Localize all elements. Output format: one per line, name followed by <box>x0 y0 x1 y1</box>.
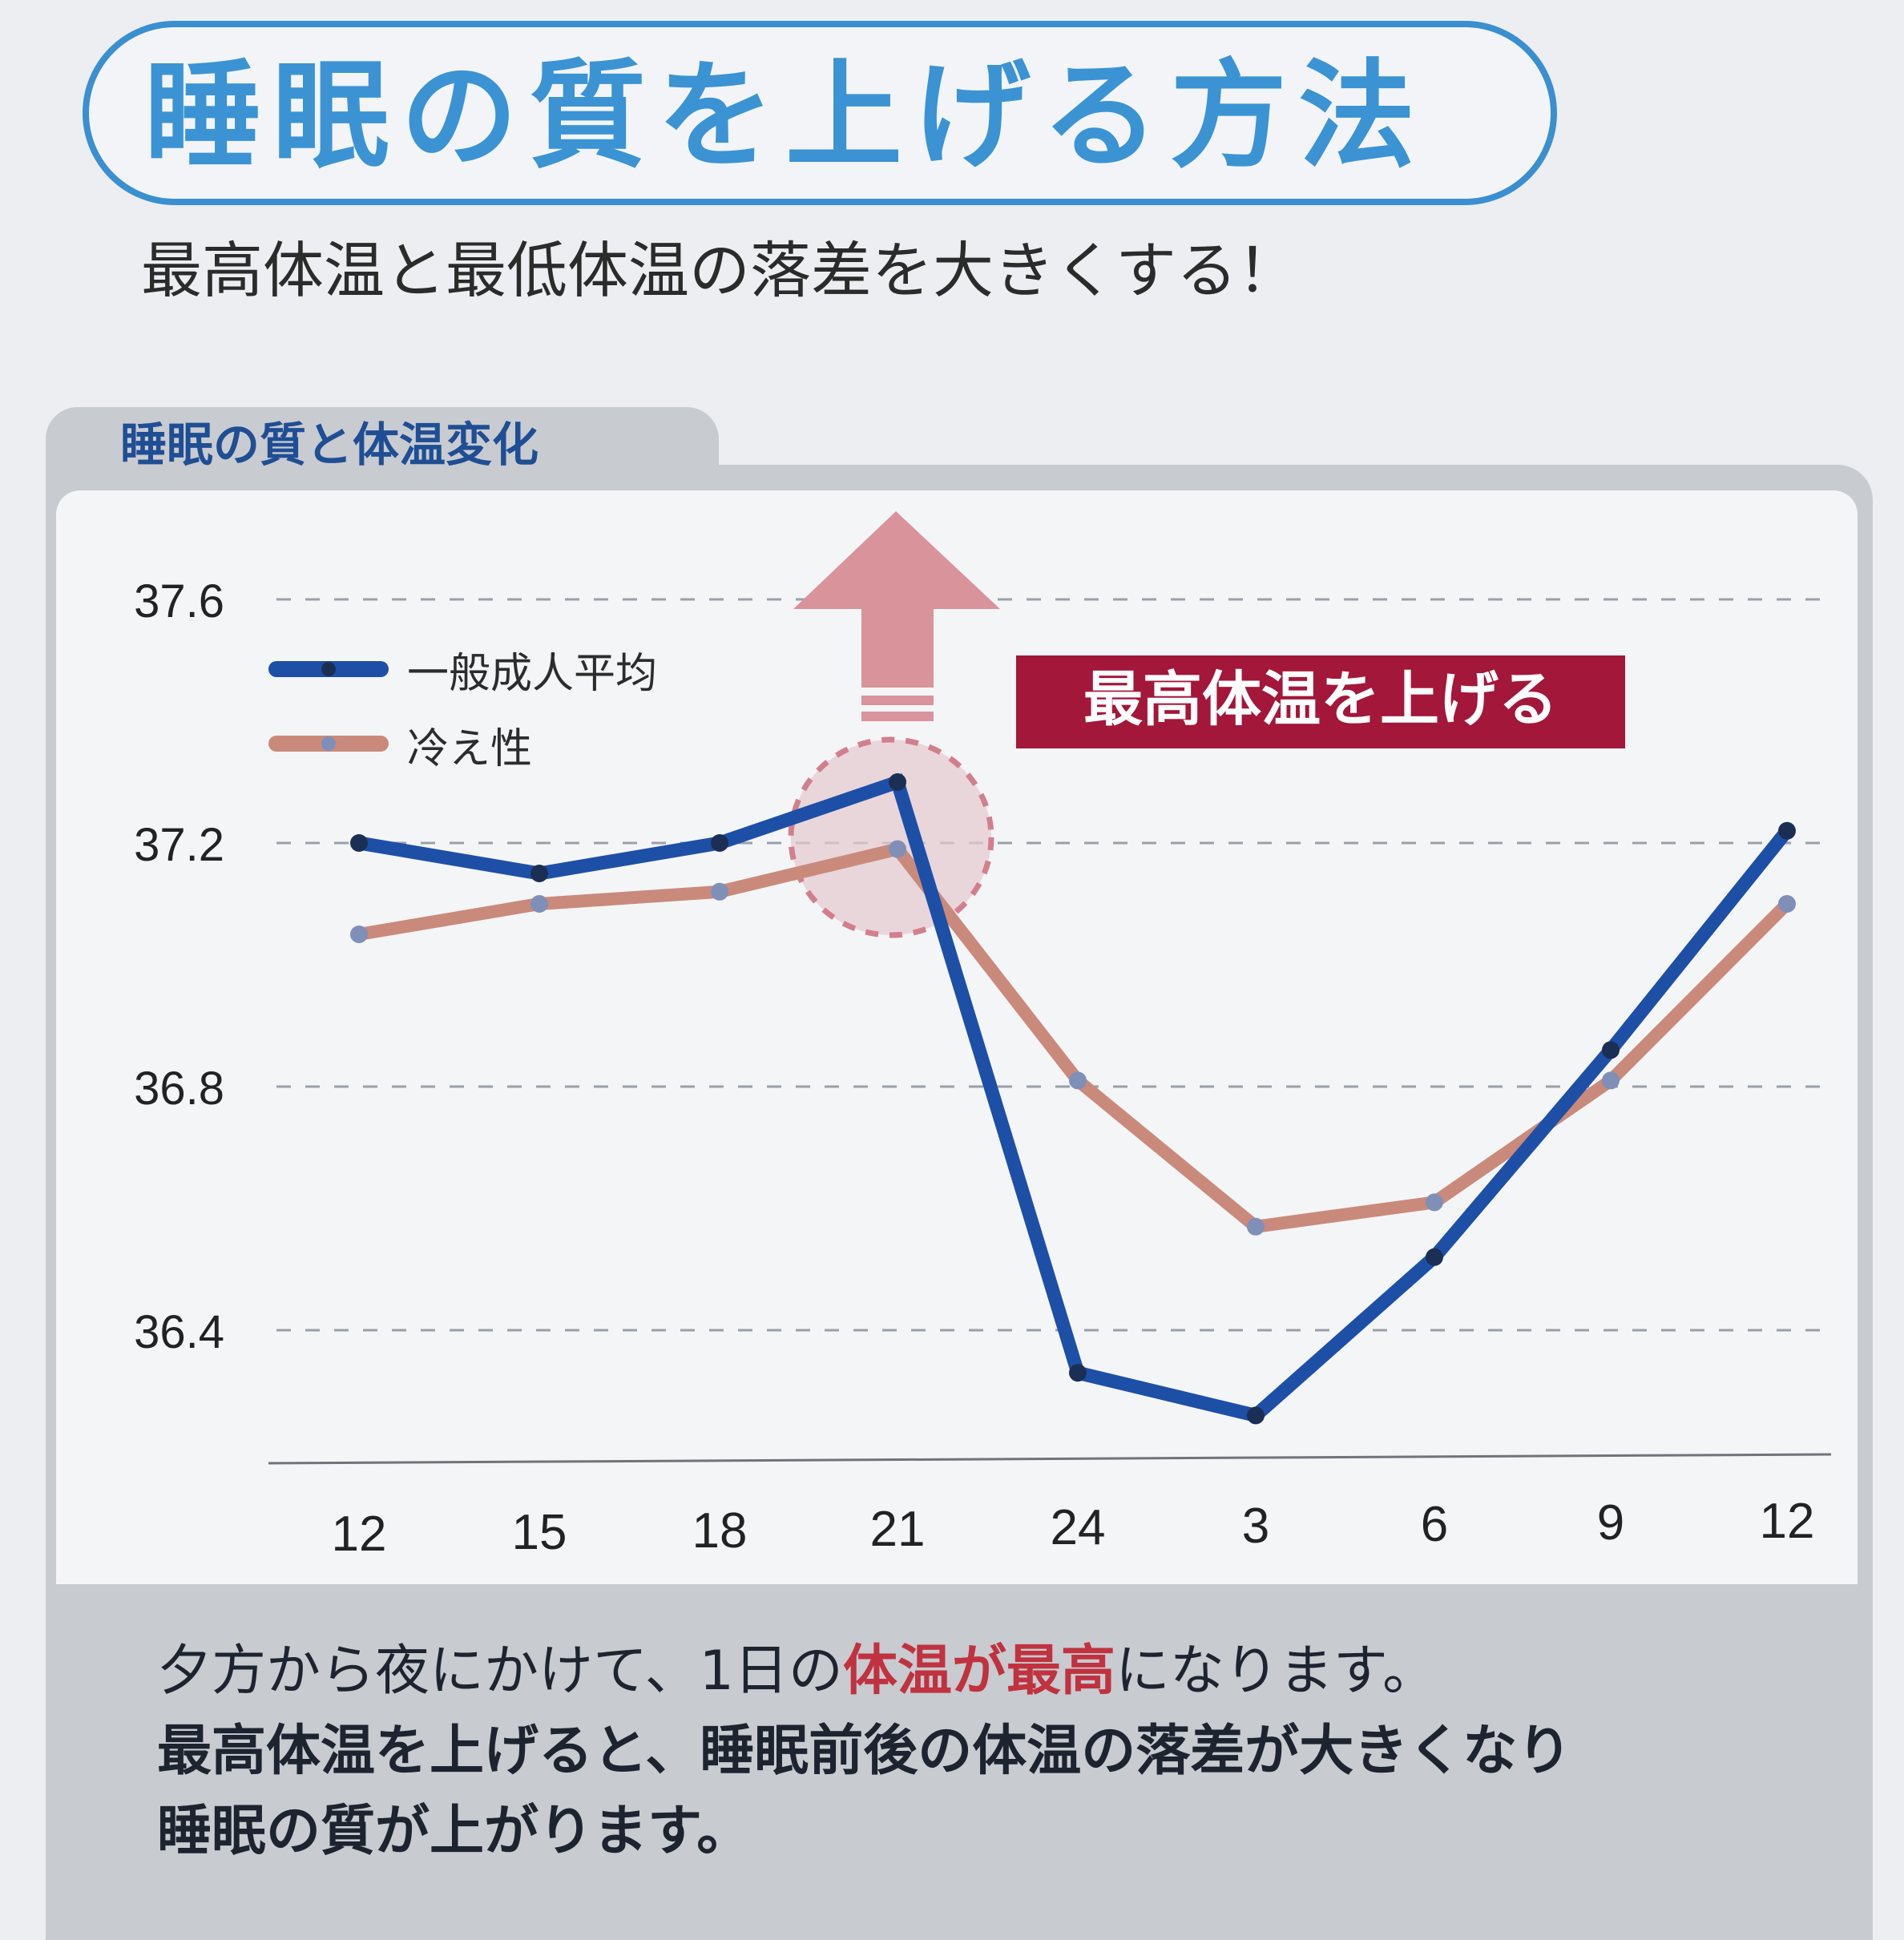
y-tick-label: 37.6 <box>134 575 224 627</box>
x-tick-label: 9 <box>1597 1495 1624 1551</box>
footer-line-1-highlight: 体温が最高 <box>842 1640 1115 1703</box>
data-point-cold <box>1069 1071 1087 1090</box>
footer-line-1-b: になります。 <box>1115 1640 1438 1703</box>
series-line-cold <box>357 841 1792 1234</box>
legend: 一般成人平均 冷え性 <box>268 650 657 773</box>
data-point-average <box>1778 821 1796 840</box>
peak-highlight-circle <box>788 736 994 938</box>
footer-line-2: 最高体温を上げると、睡眠前後の体温の落差が大きくなり <box>157 1720 1572 1783</box>
callout-box <box>1016 655 1625 748</box>
x-tick-label: 24 <box>1051 1500 1106 1555</box>
x-tick-label: 3 <box>1242 1498 1269 1554</box>
x-tick-label: 12 <box>332 1506 387 1562</box>
x-tick-labels: 12 15 18 21 24 3 6 9 12 <box>332 1494 1815 1562</box>
data-point-cold <box>530 895 548 913</box>
title-frame <box>83 21 1557 205</box>
data-point-average <box>1069 1364 1087 1382</box>
data-point-cold <box>1426 1193 1443 1212</box>
y-tick-labels: 37.6 37.2 36.8 36.4 <box>134 575 224 1358</box>
footer-line-1-a: 夕方から夜にかけて、1日の <box>157 1640 843 1703</box>
data-point-cold <box>1247 1217 1265 1236</box>
y-tick-label: 36.8 <box>134 1063 224 1115</box>
page-title: 睡眠の質を上げる方法 <box>144 48 1426 184</box>
x-tick-label: 21 <box>870 1502 926 1557</box>
data-point-cold <box>889 840 906 858</box>
data-point-average <box>1426 1248 1443 1266</box>
callout-label: 最高体温を上げる <box>1083 665 1558 734</box>
data-point-cold <box>1778 895 1796 913</box>
x-axis-baseline <box>268 1453 1832 1465</box>
y-tick-label: 37.2 <box>134 819 224 871</box>
footer-line-3: 睡眠の質が上がります。 <box>157 1800 752 1863</box>
temperature-chart: 37.6 37.2 36.8 36.4 12 15 18 21 24 3 6 9 12 最高体温を上げ… <box>134 511 1832 1562</box>
series-lines <box>350 773 1796 1425</box>
x-tick-label: 12 <box>1760 1494 1815 1549</box>
x-tick-label: 15 <box>512 1505 567 1560</box>
data-point-average <box>350 834 368 852</box>
up-arrow-icon <box>793 511 1000 721</box>
x-tick-label: 6 <box>1421 1497 1448 1552</box>
footer-line-1: 夕方から夜にかけて、1日の体温が最高になります。 <box>157 1644 1856 1699</box>
x-tick-label: 18 <box>692 1503 748 1559</box>
data-point-average <box>530 865 548 882</box>
legend-label-average: 一般成人平均 <box>407 650 657 698</box>
data-point-average <box>1247 1406 1265 1425</box>
legend-marker-average <box>321 662 336 676</box>
data-point-average <box>711 834 728 852</box>
legend-marker-cold <box>321 736 336 751</box>
page-subtitle: 最高体温と最低体温の落差を大きくする！ <box>141 235 1298 306</box>
data-point-average <box>889 773 906 791</box>
data-point-average <box>1602 1041 1620 1059</box>
y-tick-label: 36.4 <box>134 1306 224 1358</box>
data-point-cold <box>1602 1071 1620 1090</box>
data-point-cold <box>350 926 368 943</box>
data-point-cold <box>711 882 728 901</box>
series-line-average <box>357 773 1793 1423</box>
legend-label-cold: 冷え性 <box>407 725 532 773</box>
panel-label: 睡眠の質と体温変化 <box>120 417 539 472</box>
